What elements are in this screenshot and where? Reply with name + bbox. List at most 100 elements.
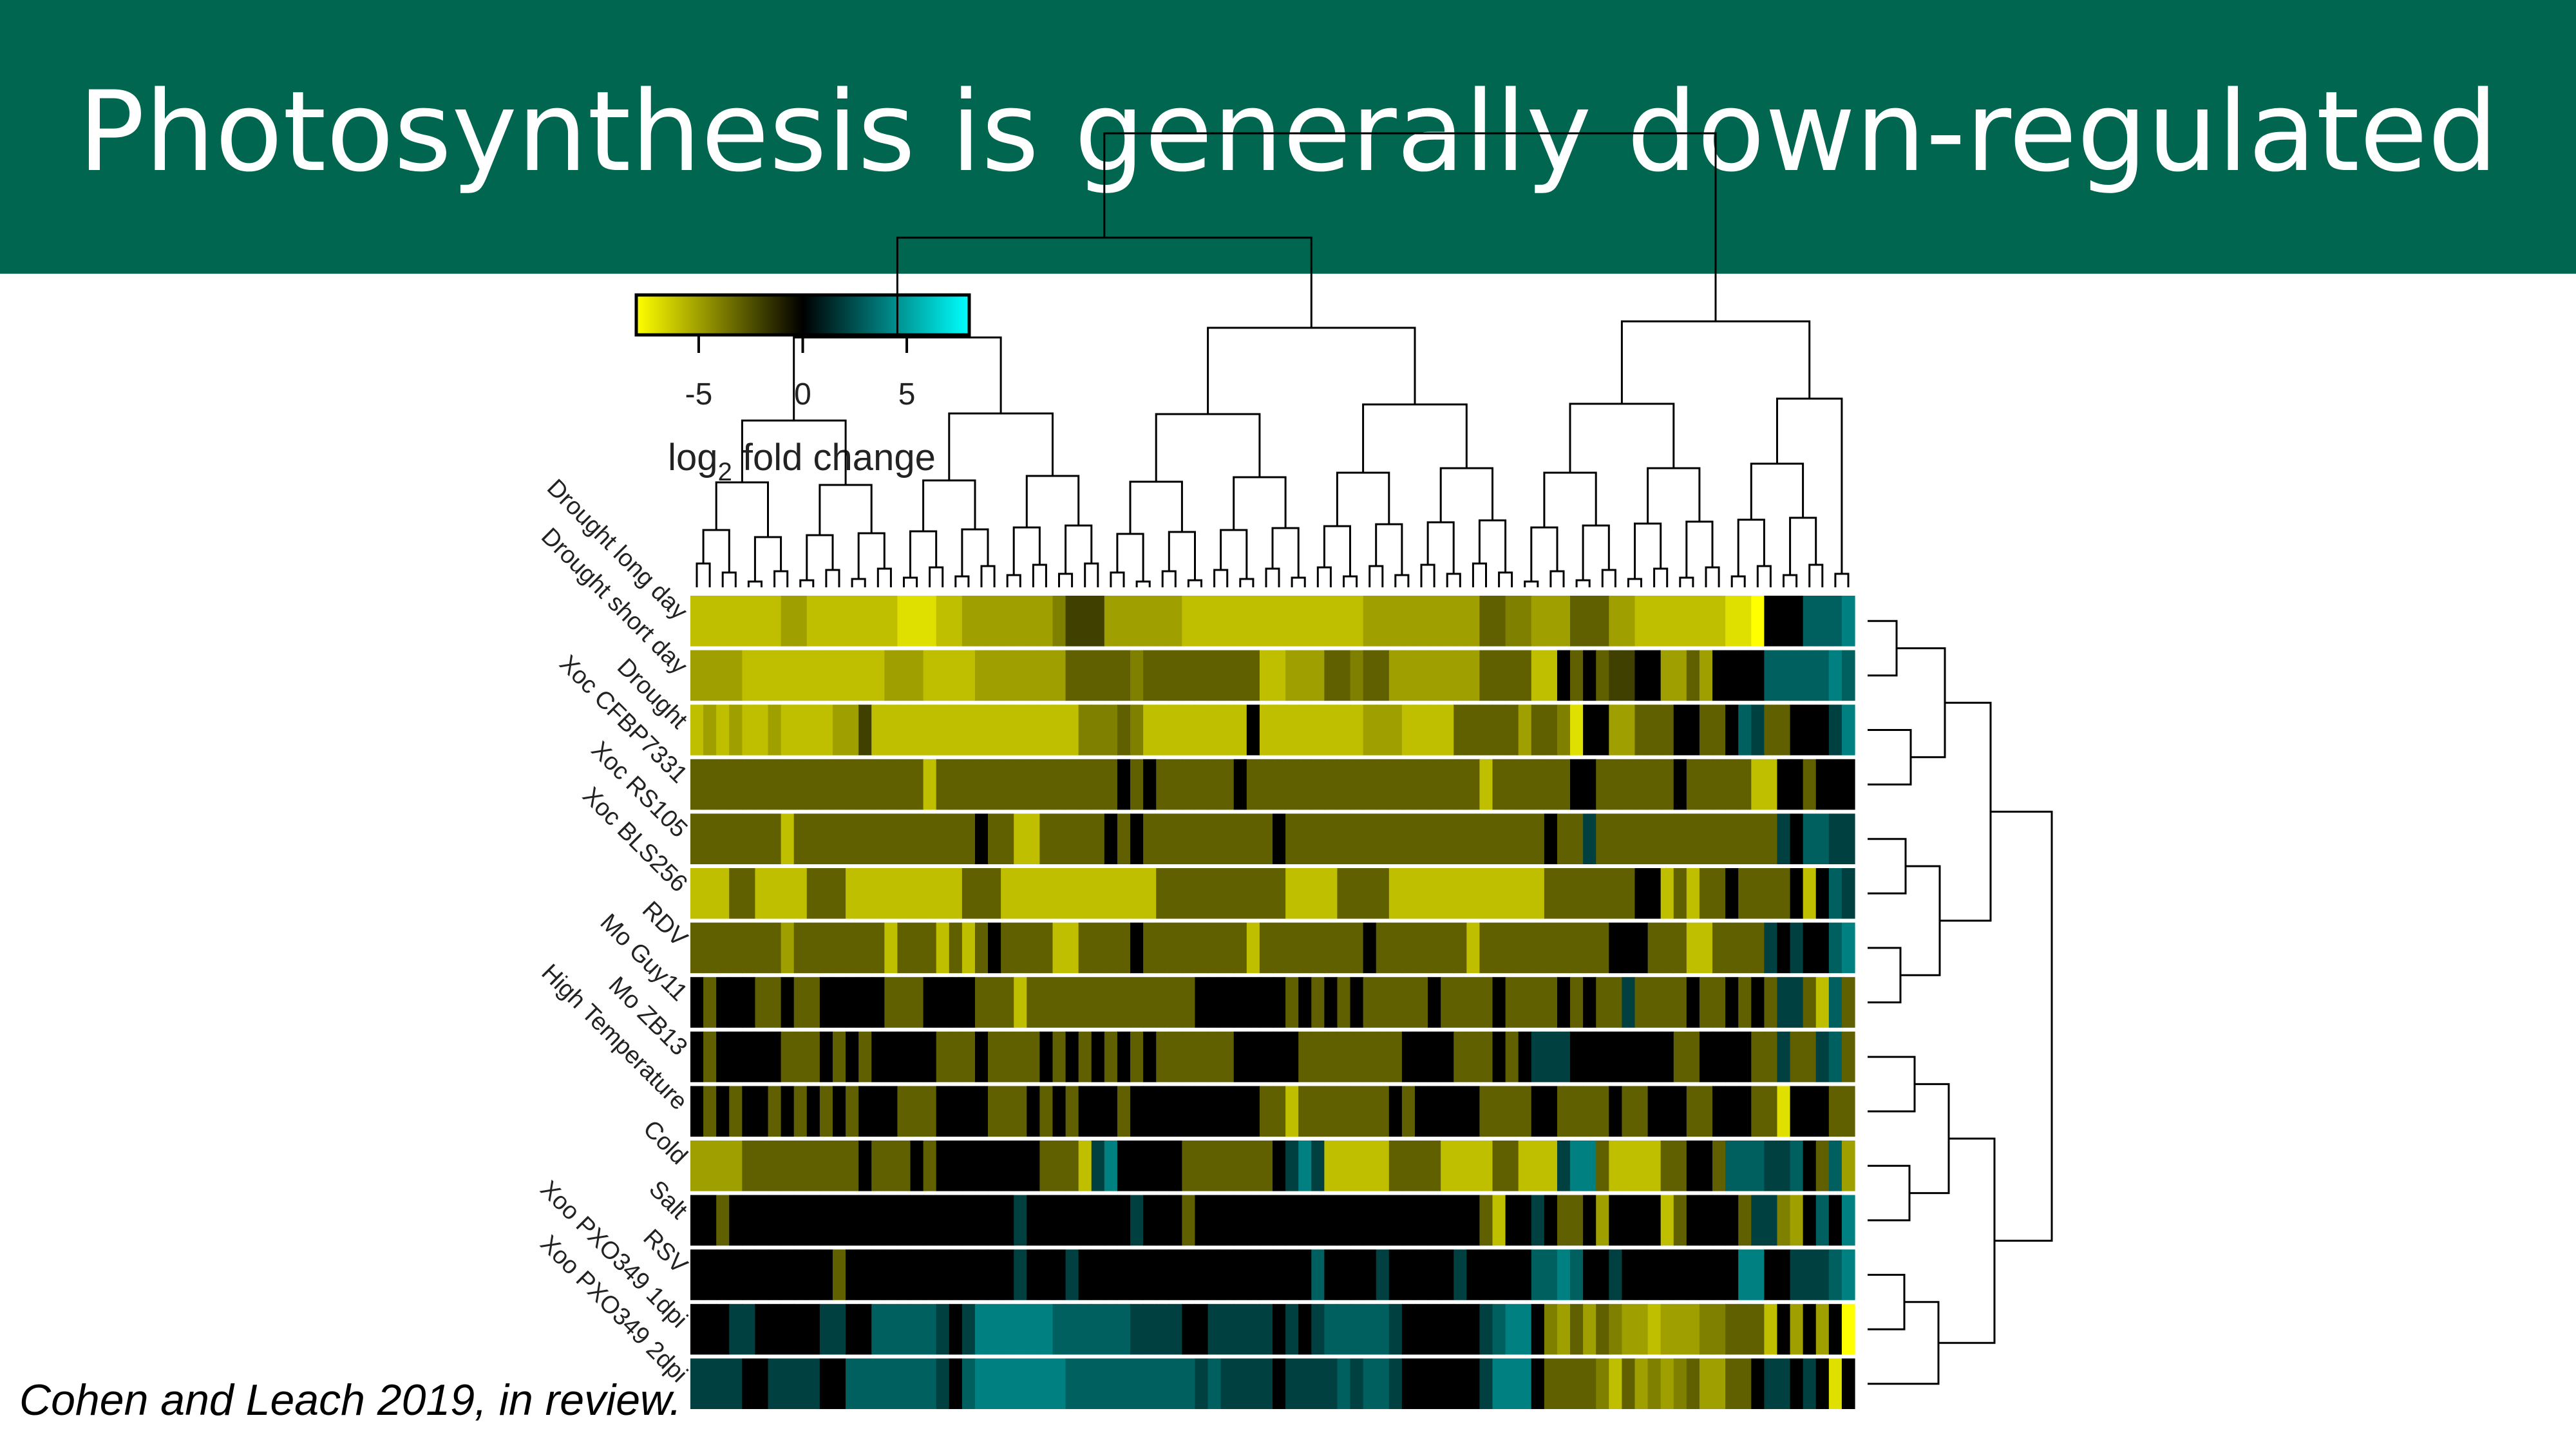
- heatmap-cell: [755, 705, 769, 755]
- heatmap-cell: [1583, 759, 1596, 810]
- heatmap-cell: [1388, 1031, 1403, 1083]
- heatmap-cell: [1660, 650, 1674, 701]
- heatmap-cell: [1117, 1303, 1131, 1355]
- heatmap-cell: [1557, 705, 1571, 755]
- heatmap-cell: [768, 759, 782, 810]
- heatmap-cell: [988, 596, 1001, 647]
- colorbar-title: log2 fold change: [668, 437, 936, 486]
- heatmap-cell: [936, 813, 950, 864]
- heatmap-cell: [1454, 977, 1467, 1028]
- heatmap-cell: [949, 1303, 963, 1355]
- heatmap-cell: [1790, 1141, 1804, 1191]
- heatmap-cell: [781, 1249, 795, 1300]
- heatmap-cell: [1428, 1031, 1441, 1083]
- heatmap-cell: [1841, 596, 1855, 647]
- heatmap-cell: [1751, 868, 1765, 919]
- heatmap-cells: [690, 596, 1855, 1409]
- heatmap-cell: [961, 977, 976, 1028]
- heatmap-cell: [884, 922, 898, 974]
- heatmap-cell: [1699, 1303, 1713, 1355]
- heatmap-cell: [1259, 868, 1273, 919]
- heatmap-cell: [910, 650, 924, 701]
- heatmap-cell: [1350, 1249, 1364, 1300]
- heatmap-cell: [832, 1086, 846, 1137]
- dendro-link: [1265, 567, 1280, 587]
- dendro-link: [1239, 578, 1255, 587]
- heatmap-cell: [1841, 1031, 1855, 1083]
- heatmap-cell: [819, 868, 833, 919]
- heatmap-cell: [1609, 1358, 1622, 1409]
- heatmap-cell: [819, 1031, 833, 1083]
- heatmap-cell: [1311, 922, 1325, 974]
- heatmap-cell: [1428, 1358, 1441, 1409]
- heatmap-cell: [1570, 1358, 1584, 1409]
- heatmap-cell: [1117, 1141, 1131, 1191]
- heatmap-cell: [781, 1358, 795, 1409]
- heatmap-cell: [1841, 650, 1855, 701]
- heatmap-cell: [1815, 759, 1830, 810]
- heatmap-cell: [1790, 759, 1804, 810]
- colorbar-ticks: -5 0 5: [685, 335, 915, 412]
- heatmap-cell: [1764, 1249, 1778, 1300]
- heatmap-cell: [1052, 1303, 1066, 1355]
- heatmap-cell: [1570, 1303, 1584, 1355]
- dendro-link: [961, 528, 989, 576]
- heatmap-cell: [1790, 1358, 1804, 1409]
- heatmap-cell: [1441, 1031, 1454, 1083]
- heatmap-cell: [858, 868, 872, 919]
- heatmap-cell: [846, 705, 859, 755]
- heatmap-cell: [1414, 759, 1428, 810]
- heatmap-cell: [1078, 1141, 1092, 1191]
- heatmap-cell: [1246, 977, 1260, 1028]
- heatmap-cell: [1311, 1086, 1325, 1137]
- dendro-link: [1207, 327, 1416, 414]
- heatmap-cell: [1518, 1358, 1532, 1409]
- heatmap-cell: [832, 1031, 846, 1083]
- heatmap-cell: [1725, 868, 1739, 919]
- heatmap-cell: [1803, 759, 1817, 810]
- heatmap-cell: [1182, 922, 1196, 974]
- heatmap-cell: [949, 1141, 963, 1191]
- heatmap-cell: [1363, 759, 1377, 810]
- heatmap-cell: [871, 922, 885, 974]
- heatmap-cell: [1052, 1086, 1066, 1137]
- heatmap-cell: [858, 759, 872, 810]
- heatmap-cell: [1259, 705, 1273, 755]
- heatmap-cell: [897, 1031, 911, 1083]
- heatmap-cell: [1376, 1195, 1390, 1246]
- heatmap-cell: [1182, 705, 1196, 755]
- heatmap-cell: [988, 1086, 1001, 1137]
- heatmap-cell: [742, 1303, 756, 1355]
- heatmap-cell: [793, 1358, 808, 1409]
- heatmap-cell: [1027, 922, 1040, 974]
- heatmap-cell: [1285, 977, 1299, 1028]
- row-label: Salt: [643, 1175, 692, 1224]
- heatmap-cell: [1790, 977, 1804, 1028]
- heatmap-cell: [1660, 759, 1674, 810]
- heatmap-cell: [1363, 813, 1377, 864]
- heatmap-cell: [1285, 705, 1299, 755]
- heatmap-cell: [846, 977, 859, 1028]
- heatmap-cell: [1220, 1031, 1235, 1083]
- heatmap-cell: [1712, 977, 1726, 1028]
- heatmap-cell: [1401, 759, 1416, 810]
- heatmap-cell: [1492, 759, 1506, 810]
- heatmap-cell: [755, 1086, 769, 1137]
- heatmap-cell: [768, 650, 782, 701]
- citation: Cohen and Leach 2019, in review.: [19, 1376, 682, 1425]
- heatmap-cell: [1609, 759, 1622, 810]
- heatmap-cell: [1078, 1195, 1092, 1246]
- heatmap-cell: [1388, 1303, 1403, 1355]
- heatmap-cell: [1065, 1195, 1079, 1246]
- heatmap-cell: [858, 705, 872, 755]
- heatmap-cell: [1673, 1358, 1687, 1409]
- heatmap-cell: [1324, 650, 1338, 701]
- heatmap-cell: [910, 705, 924, 755]
- heatmap-cell: [1052, 1358, 1066, 1409]
- heatmap-cell: [1130, 1358, 1144, 1409]
- heatmap-cell: [897, 868, 911, 919]
- heatmap-cell: [806, 868, 820, 919]
- heatmap-cell: [1634, 650, 1649, 701]
- heatmap-cell: [1841, 759, 1855, 810]
- heatmap-cell: [1065, 1031, 1079, 1083]
